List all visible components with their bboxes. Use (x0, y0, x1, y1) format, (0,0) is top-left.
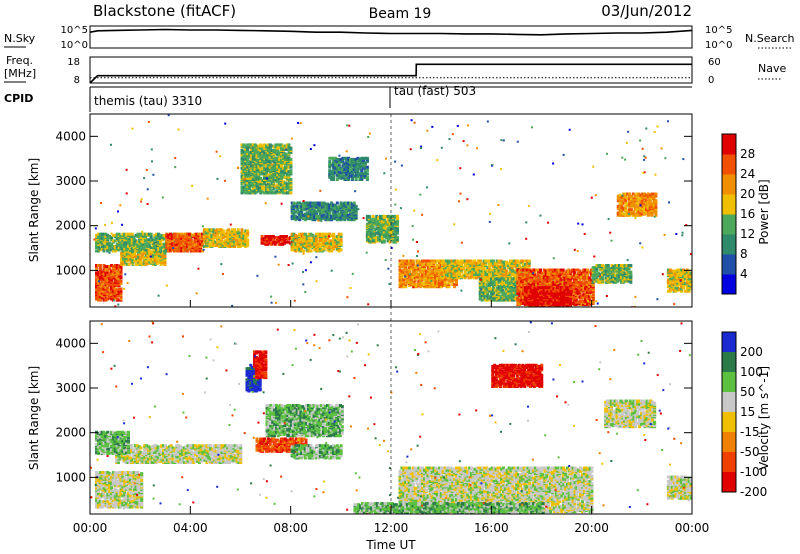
heatmap-cell (311, 234, 314, 237)
power-cells (93, 114, 694, 308)
freq-panel-frame (90, 57, 692, 83)
heatmap-cell (188, 233, 191, 236)
heatmap-cell (289, 158, 292, 161)
heatmap-cell (340, 248, 343, 251)
heatmap-cell (332, 233, 335, 236)
freq-left-label: Freq. (6, 54, 33, 67)
heatmap-cell (366, 172, 369, 175)
cpid-mode-2: tau (fast) 503 (394, 84, 476, 98)
heatmap-cell (288, 143, 291, 146)
heatmap-cell (340, 238, 343, 241)
heatmap-cell (336, 202, 339, 205)
freq-right-tick-bottom: 0 (708, 75, 714, 86)
heatmap-cell (396, 227, 399, 230)
radar-summary-plot: Blackstone (fitACF) Beam 19 03/Jun/2012 … (0, 0, 800, 554)
heatmap-cell (289, 169, 292, 172)
heatmap-cell (222, 229, 225, 232)
nave-label: Nave (758, 62, 786, 75)
heatmap-cell (246, 238, 249, 241)
heatmap-cell (131, 233, 134, 236)
heatmap-cell (302, 250, 305, 253)
freq-left-tick-bottom: 8 (74, 75, 80, 86)
site-title: Blackstone (fitACF) (93, 2, 236, 20)
heatmap-cell (241, 228, 244, 231)
cpid-label: CPID (4, 92, 33, 105)
heatmap-cell (99, 264, 102, 267)
heatmap-cell (120, 275, 123, 278)
beam-title: Beam 19 (369, 6, 432, 22)
noise-right-tick-bottom: 10^0 (705, 40, 732, 51)
noise-series (90, 30, 692, 35)
freq-line (90, 64, 692, 83)
heatmap-cell (412, 260, 415, 263)
heatmap-cell (368, 215, 371, 218)
freq-left-tick-top: 18 (67, 57, 80, 68)
heatmap-cell (366, 157, 369, 160)
date-title: 03/Jun/2012 (601, 2, 692, 20)
heatmap-cell (289, 191, 292, 194)
heatmap-cell (383, 239, 386, 242)
noise-right-label: N.Search (745, 32, 795, 45)
heatmap-cell (289, 161, 292, 164)
heatmap-cell (289, 147, 292, 150)
noise-right-tick-top: 10^5 (705, 25, 732, 36)
heatmap-cell (237, 228, 240, 231)
heatmap-cell (372, 215, 375, 218)
heatmap-cell (328, 160, 331, 163)
heatmap-cell (289, 178, 292, 181)
heatmap-cell (340, 233, 343, 236)
freq-right-tick-top: 60 (708, 57, 721, 68)
heatmap-cell (366, 176, 369, 179)
heatmap-cell (396, 236, 399, 239)
noise-left-label: N.Sky (4, 32, 36, 45)
heatmap-cell (246, 229, 249, 232)
heatmap-cell (120, 280, 123, 283)
heatmap-cell (528, 260, 531, 263)
heatmap-cell (310, 250, 313, 253)
cpid-mode-1: themis (tau) 3310 (94, 94, 202, 108)
heatmap-cell (120, 288, 123, 291)
noise-left-tick-bottom: 10^0 (61, 40, 88, 51)
heatmap-cell (150, 233, 153, 236)
noise-left-tick-top: 10^5 (61, 25, 88, 36)
heatmap-cell (366, 166, 369, 169)
heatmap-cell (355, 205, 358, 208)
n-sky-line (90, 30, 692, 35)
freq-left-unit: [MHz] (4, 67, 36, 80)
heatmap-cell (353, 202, 356, 205)
heatmap-cell (396, 215, 399, 218)
freq-series (90, 64, 692, 83)
